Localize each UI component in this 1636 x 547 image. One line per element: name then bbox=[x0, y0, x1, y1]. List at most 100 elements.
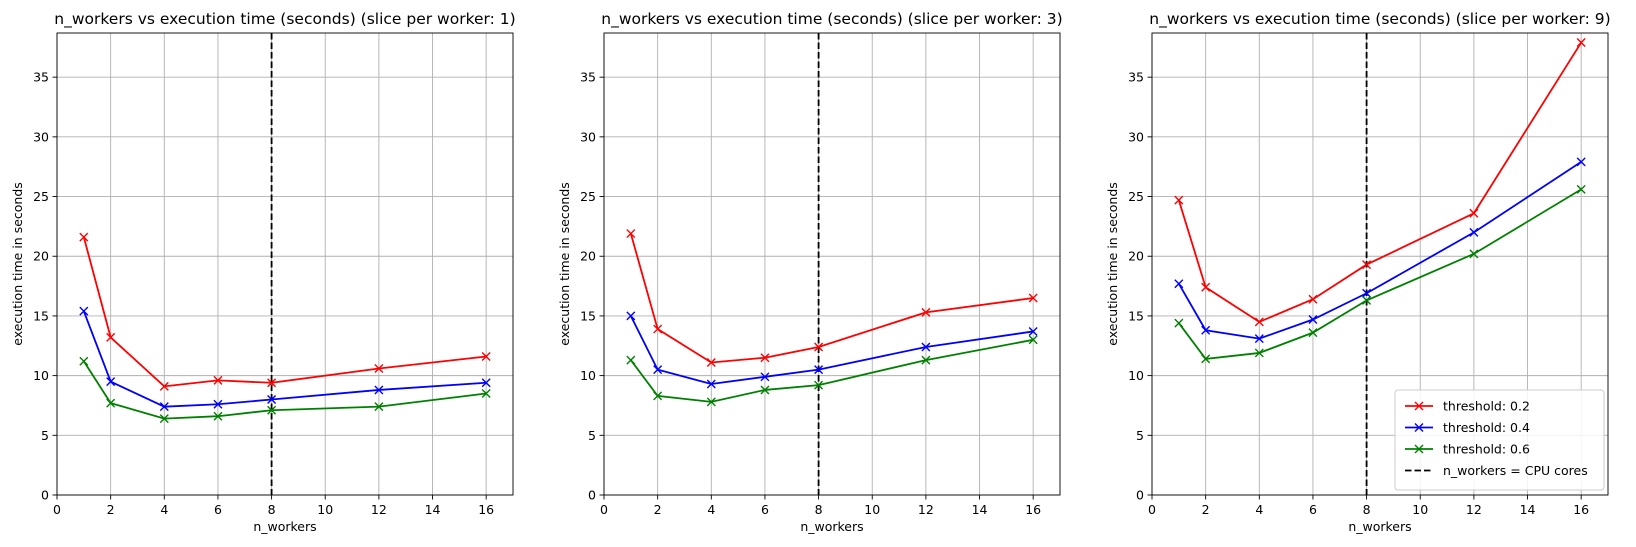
chart-panel-1: 0 2 4 6 8 10 12 14 16 0 5 10 15 20 25 30 35 n_workers vs … bbox=[10, 10, 516, 534]
data-point bbox=[1576, 38, 1586, 48]
data-point bbox=[653, 365, 663, 375]
data-point bbox=[706, 357, 716, 367]
y-tick-label: 5 bbox=[1136, 428, 1144, 443]
series-line-3 bbox=[1178, 188, 1582, 360]
legend-label: threshold: 0.4 bbox=[1443, 420, 1530, 435]
x-tick-label: 14 bbox=[972, 502, 988, 517]
data-point bbox=[213, 411, 223, 421]
data-point bbox=[1576, 157, 1586, 167]
x-axis-label: n_workers bbox=[800, 519, 863, 534]
data-point bbox=[1174, 279, 1184, 289]
data-point bbox=[626, 311, 636, 321]
data-point bbox=[1254, 334, 1264, 344]
series-line-1 bbox=[82, 236, 487, 388]
x-tick-label: 14 bbox=[1520, 502, 1536, 517]
y-tick-label: 20 bbox=[580, 249, 596, 264]
chart-panel-3: 0 2 4 6 8 10 12 14 16 0 5 10 15 20 25 30 35 n_workers vs … bbox=[1105, 10, 1611, 534]
data-point bbox=[1254, 317, 1264, 327]
y-tick-label: 25 bbox=[33, 189, 49, 204]
legend-label: threshold: 0.2 bbox=[1443, 399, 1530, 414]
data-point bbox=[706, 397, 716, 407]
data-point bbox=[79, 232, 89, 242]
data-point bbox=[374, 385, 384, 395]
axes-frame bbox=[56, 32, 514, 496]
x-tick-label: 16 bbox=[1025, 502, 1041, 517]
x-tick-label: 6 bbox=[1309, 502, 1317, 517]
x-tick-label: 6 bbox=[761, 502, 769, 517]
data-point bbox=[106, 332, 116, 342]
data-point bbox=[374, 363, 384, 373]
data-point bbox=[1201, 282, 1211, 292]
y-tick-label: 5 bbox=[41, 428, 49, 443]
x-tick-label: 0 bbox=[53, 502, 61, 517]
x-tick-label: 0 bbox=[600, 502, 608, 517]
x-tick-label: 6 bbox=[214, 502, 222, 517]
axes-frame bbox=[603, 32, 1061, 496]
data-point bbox=[1469, 227, 1479, 237]
x-tick-label: 16 bbox=[478, 502, 494, 517]
y-tick-label: 35 bbox=[33, 70, 49, 85]
y-tick-label: 20 bbox=[33, 249, 49, 264]
chart-title: n_workers vs execution time (seconds) (s… bbox=[1149, 10, 1610, 29]
data-point bbox=[1469, 208, 1479, 218]
data-point bbox=[1174, 318, 1184, 328]
y-axis-label: execution time in seconds bbox=[1105, 182, 1120, 346]
legend-swatch-marker bbox=[1414, 423, 1424, 432]
data-point bbox=[921, 342, 931, 352]
x-tick-label: 2 bbox=[1202, 502, 1210, 517]
y-tick-label: 0 bbox=[588, 488, 596, 503]
data-point bbox=[1028, 326, 1038, 336]
data-point bbox=[1028, 293, 1038, 303]
data-point bbox=[1254, 348, 1264, 358]
data-point bbox=[1362, 295, 1372, 305]
data-point bbox=[79, 356, 89, 366]
legend-entry-1: threshold: 0.2 bbox=[1405, 399, 1530, 414]
data-point bbox=[267, 405, 277, 415]
data-point bbox=[374, 402, 384, 412]
series-line-2 bbox=[1178, 161, 1582, 340]
data-point bbox=[1201, 325, 1211, 335]
x-tick-label: 4 bbox=[707, 502, 715, 517]
x-axis-label: n_workers bbox=[1348, 519, 1411, 534]
chart-title: n_workers vs execution time (seconds) (s… bbox=[54, 10, 515, 29]
data-point bbox=[653, 391, 663, 401]
axes-frame bbox=[1151, 32, 1609, 496]
data-point bbox=[106, 398, 116, 408]
data-point bbox=[79, 306, 89, 316]
data-point bbox=[626, 355, 636, 365]
y-tick-label: 25 bbox=[580, 189, 596, 204]
y-tick-label: 10 bbox=[1128, 368, 1144, 383]
y-tick-label: 15 bbox=[33, 308, 49, 323]
data-point bbox=[1362, 288, 1372, 298]
data-point bbox=[1362, 260, 1372, 270]
series-line-1 bbox=[629, 233, 1034, 364]
y-axis-label: execution time in seconds bbox=[557, 182, 572, 346]
legend-swatch-marker bbox=[1414, 401, 1424, 411]
data-point bbox=[1201, 354, 1211, 364]
y-tick-label: 15 bbox=[580, 308, 596, 323]
data-point bbox=[1308, 315, 1318, 325]
legend-entry-4: n_workers = CPU cores bbox=[1405, 463, 1588, 478]
data-point bbox=[814, 365, 824, 375]
data-point bbox=[159, 402, 169, 412]
legend-label: threshold: 0.6 bbox=[1443, 442, 1530, 457]
legend-swatch-marker bbox=[1414, 444, 1424, 454]
y-tick-label: 0 bbox=[41, 488, 49, 503]
data-point bbox=[760, 385, 770, 395]
data-point bbox=[626, 229, 636, 239]
data-point bbox=[814, 342, 824, 352]
data-point bbox=[213, 375, 223, 385]
data-point bbox=[1576, 184, 1586, 194]
x-tick-label: 16 bbox=[1573, 502, 1589, 517]
data-point bbox=[106, 377, 116, 387]
y-tick-label: 30 bbox=[580, 129, 596, 144]
data-point bbox=[1469, 249, 1479, 259]
y-axis-label: execution time in seconds bbox=[10, 182, 25, 346]
x-tick-label: 12 bbox=[918, 502, 934, 517]
y-tick-label: 0 bbox=[1136, 488, 1144, 503]
y-tick-label: 20 bbox=[1128, 249, 1144, 264]
data-point bbox=[213, 399, 223, 409]
x-tick-label: 10 bbox=[317, 502, 333, 517]
x-tick-label: 8 bbox=[1363, 502, 1371, 517]
y-tick-label: 35 bbox=[1128, 70, 1144, 85]
